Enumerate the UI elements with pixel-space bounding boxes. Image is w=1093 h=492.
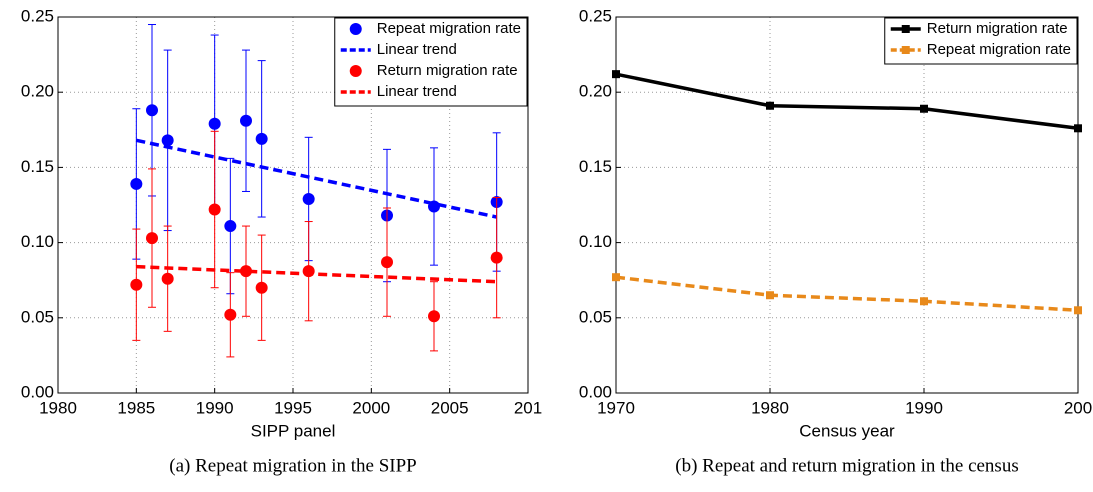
marker [240, 114, 252, 127]
marker [224, 308, 237, 321]
y-tick-label: 0.15 [21, 157, 54, 176]
x-tick-label: 2005 [431, 398, 469, 417]
y-tick-label: 0.00 [21, 382, 54, 401]
caption: (b) Repeat and return migration in the c… [675, 455, 1018, 476]
marker [1074, 306, 1082, 315]
marker [224, 220, 237, 233]
marker [766, 291, 774, 300]
line [136, 264, 497, 284]
marker [901, 46, 910, 54]
x-axis-label: Census year [799, 421, 895, 440]
x-tick-label: 1995 [274, 398, 312, 417]
y-tick-label: 0.20 [21, 82, 54, 101]
plot-area [616, 17, 1078, 393]
line [615, 72, 1079, 131]
marker [161, 134, 174, 147]
line [615, 275, 1079, 313]
marker [255, 132, 268, 145]
x-tick-label: 201 [514, 398, 542, 417]
x-tick-label: 1970 [597, 398, 635, 417]
line [135, 138, 498, 219]
marker [240, 265, 252, 278]
marker [428, 310, 440, 323]
marker [146, 232, 158, 245]
y-tick-label: 0.05 [21, 307, 54, 326]
marker [920, 104, 928, 113]
legend-box [884, 17, 1078, 65]
legend: Return migration rate Repeat migration ra… [884, 17, 1078, 65]
legend-label: Repeat migration rate [377, 20, 521, 37]
marker [612, 273, 620, 282]
marker [349, 23, 362, 35]
legend: Repeat migration rate Linear trend Return … [334, 17, 528, 107]
marker [302, 192, 315, 205]
marker [161, 272, 174, 285]
caption: (a) Repeat migration in the SIPP [169, 455, 416, 476]
marker [612, 70, 620, 79]
legend-label: Repeat migration rate [927, 41, 1071, 58]
y-tick-label: 0.20 [579, 82, 612, 101]
y-tick-label: 0.25 [579, 6, 612, 25]
marker [208, 203, 221, 216]
series [612, 70, 1082, 133]
marker [146, 104, 158, 117]
series [136, 264, 497, 284]
series [612, 273, 1082, 315]
marker [381, 256, 393, 269]
legend-label: Linear trend [377, 41, 457, 58]
marker [490, 251, 503, 264]
axes-frame [615, 16, 1079, 394]
x-tick-label: 2000 [352, 398, 390, 417]
marker [349, 65, 362, 77]
y-tick-label: 0.05 [579, 307, 612, 326]
marker [766, 101, 774, 110]
legend-label: Return migration rate [377, 62, 518, 79]
x-tick-label: 200 [1064, 398, 1092, 417]
x-axis-label: SIPP panel [251, 421, 336, 440]
marker [130, 278, 143, 291]
marker [255, 281, 268, 294]
axes-frame [57, 16, 529, 394]
y-tick-label: 0.15 [579, 157, 612, 176]
marker [208, 117, 221, 130]
legend-label: Return migration rate [927, 20, 1068, 37]
x-tick-label: 1990 [905, 398, 943, 417]
marker [901, 25, 910, 33]
x-tick-label: 1980 [751, 398, 789, 417]
legend-box [334, 17, 528, 107]
marker [130, 177, 143, 190]
y-tick-label: 0.10 [21, 232, 54, 251]
marker [1074, 124, 1082, 133]
y-tick-label: 0.10 [579, 232, 612, 251]
y-tick-label: 0.25 [21, 6, 54, 25]
x-tick-label: 1990 [196, 398, 234, 417]
y-tick-label: 0.00 [579, 382, 612, 401]
x-tick-label: 1980 [39, 398, 77, 417]
x-tick-label: 1985 [117, 398, 155, 417]
series [135, 138, 498, 219]
marker [920, 297, 928, 306]
legend-label: Linear trend [377, 83, 457, 100]
